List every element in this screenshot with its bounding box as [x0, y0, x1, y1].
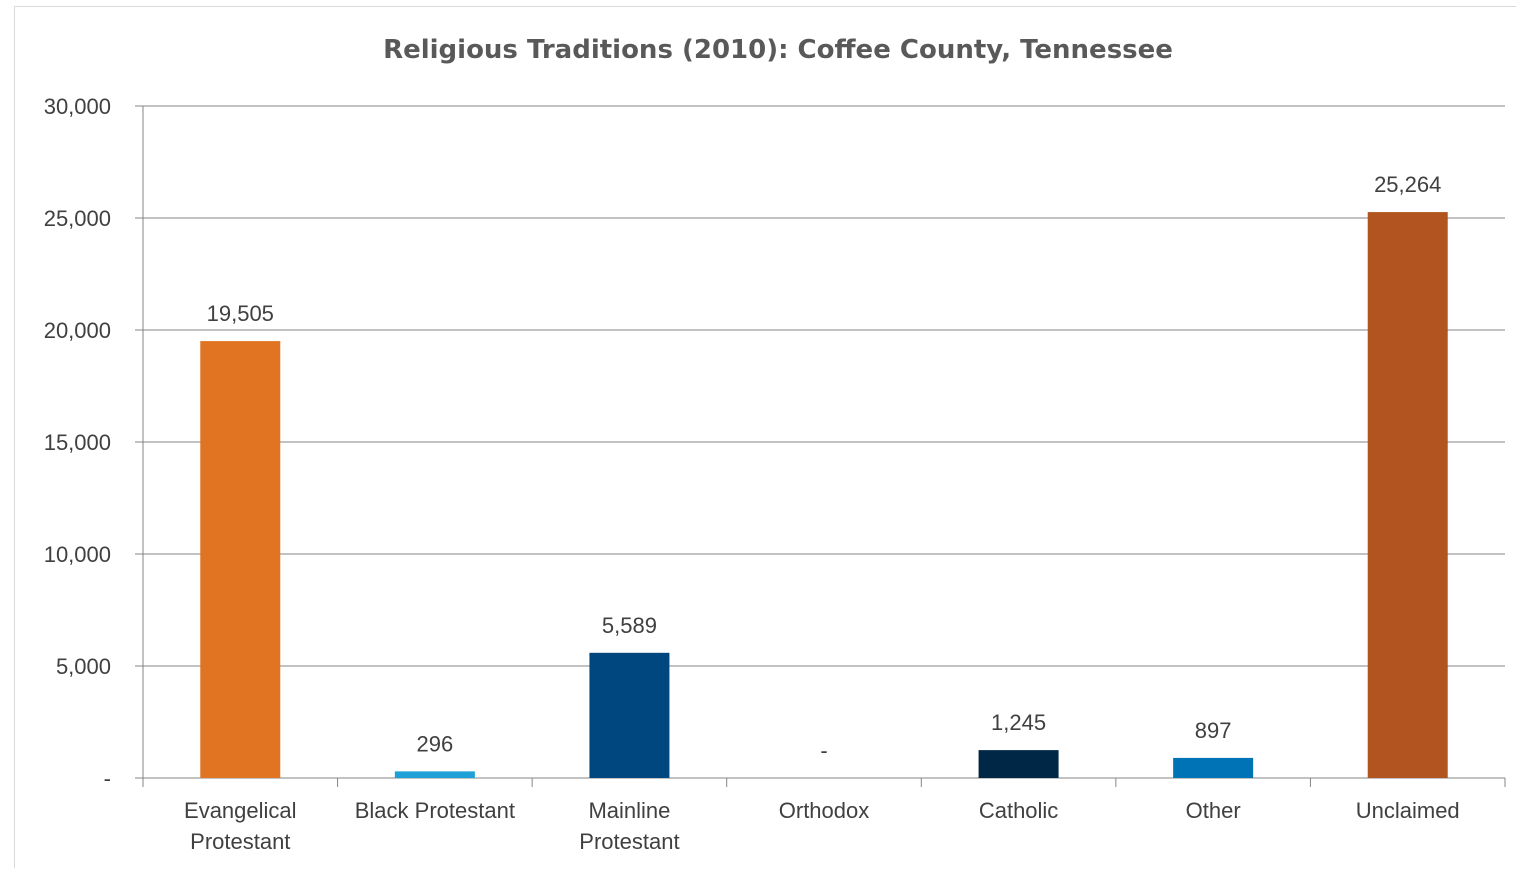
y-tick-label: 25,000 — [44, 206, 111, 231]
data-label: 897 — [1195, 718, 1232, 743]
y-tick-label: 20,000 — [44, 318, 111, 343]
x-tick-label: Catholic — [979, 798, 1058, 823]
y-tick-label: 5,000 — [56, 654, 111, 679]
data-label: 19,505 — [207, 301, 274, 326]
chart-frame — [14, 6, 1516, 868]
bar — [1367, 212, 1448, 778]
data-label: - — [820, 738, 827, 763]
y-axis-tick-labels: - 5,000 10,000 15,000 20,000 25,000 30,000 — [44, 94, 111, 791]
data-label: 296 — [416, 731, 453, 756]
bar — [978, 750, 1059, 778]
x-tick-label: Black Protestant — [355, 798, 515, 823]
x-tick-label: Unclaimed — [1356, 798, 1460, 823]
x-tick-label: Other — [1186, 798, 1241, 823]
x-tick-label: Protestant — [190, 829, 290, 854]
bar — [200, 341, 281, 778]
y-tick-label: 10,000 — [44, 542, 111, 567]
x-axis: Evangelical Protestant Black Protestant Mai… — [142, 778, 1506, 854]
y-tick-label: 15,000 — [44, 430, 111, 455]
gridlines — [135, 105, 1505, 779]
x-tick-label: Protestant — [579, 829, 679, 854]
bars — [200, 212, 1448, 778]
bar — [394, 771, 475, 778]
x-tick-label: Mainline — [588, 798, 670, 823]
y-tick-label: - — [104, 766, 111, 791]
y-tick-label: 30,000 — [44, 94, 111, 119]
data-label: 1,245 — [991, 710, 1046, 735]
chart-title: Religious Traditions (2010): Coffee Coun… — [383, 35, 1173, 65]
bar — [589, 652, 670, 778]
data-label: 25,264 — [1374, 172, 1441, 197]
x-tick-label: Evangelical — [184, 798, 297, 823]
data-labels: 19,505 296 5,589 - 1,245 897 25,264 — [207, 172, 1442, 763]
data-label: 5,589 — [602, 613, 657, 638]
bar — [1173, 757, 1254, 778]
x-tick-label: Orthodox — [779, 798, 870, 823]
